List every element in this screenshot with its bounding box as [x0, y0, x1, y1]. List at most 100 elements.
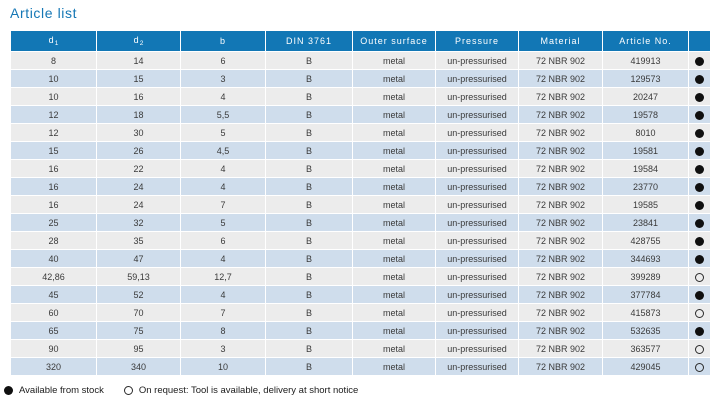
cell-d2: 95 — [96, 339, 181, 358]
cell-din: B — [265, 177, 353, 196]
cell-d1: 60 — [10, 303, 97, 322]
cell-material: 72 NBR 902 — [518, 87, 603, 106]
cell-d2: 15 — [96, 69, 181, 88]
cell-material: 72 NBR 902 — [518, 123, 603, 142]
legend-filled-label: Available from stock — [19, 385, 104, 396]
cell-article_no: 23841 — [602, 213, 689, 232]
cell-article_no: 428755 — [602, 231, 689, 250]
column-header-din: DIN 3761 — [265, 30, 353, 52]
cell-pressure: un-pressurised — [435, 69, 519, 88]
cell-stock — [688, 249, 711, 268]
cell-b: 4 — [180, 285, 266, 304]
cell-outer_surface: metal — [352, 267, 436, 286]
filled-circle-icon — [695, 56, 704, 66]
cell-d1: 25 — [10, 213, 97, 232]
cell-material: 72 NBR 902 — [518, 141, 603, 160]
cell-outer_surface: metal — [352, 303, 436, 322]
legend-filled: Available from stock — [4, 385, 104, 396]
cell-article_no: 399289 — [602, 267, 689, 286]
cell-d2: 26 — [96, 141, 181, 160]
cell-article_no: 19584 — [602, 159, 689, 178]
cell-din: B — [265, 321, 353, 340]
legend-open: On request: Tool is available, delivery … — [123, 385, 358, 396]
column-header-outer_surface: Outer surface — [352, 30, 436, 52]
column-header-material: Material — [518, 30, 603, 52]
cell-outer_surface: metal — [352, 321, 436, 340]
cell-din: B — [265, 105, 353, 124]
cell-d1: 12 — [10, 105, 97, 124]
cell-b: 7 — [180, 195, 266, 214]
cell-d1: 65 — [10, 321, 97, 340]
filled-circle-icon — [695, 128, 704, 138]
cell-material: 72 NBR 902 — [518, 213, 603, 232]
cell-stock — [688, 339, 711, 358]
cell-din: B — [265, 159, 353, 178]
cell-stock — [688, 159, 711, 178]
cell-article_no: 415873 — [602, 303, 689, 322]
cell-din: B — [265, 357, 353, 376]
cell-d2: 47 — [96, 249, 181, 268]
cell-din: B — [265, 51, 353, 70]
cell-material: 72 NBR 902 — [518, 357, 603, 376]
cell-b: 4 — [180, 177, 266, 196]
filled-circle-icon — [695, 182, 704, 192]
cell-article_no: 23770 — [602, 177, 689, 196]
page-title: Article list — [10, 5, 78, 21]
cell-din: B — [265, 267, 353, 286]
cell-pressure: un-pressurised — [435, 357, 519, 376]
cell-pressure: un-pressurised — [435, 87, 519, 106]
cell-article_no: 377784 — [602, 285, 689, 304]
cell-outer_surface: metal — [352, 51, 436, 70]
cell-d1: 16 — [10, 159, 97, 178]
cell-article_no: 344693 — [602, 249, 689, 268]
cell-outer_surface: metal — [352, 159, 436, 178]
cell-pressure: un-pressurised — [435, 339, 519, 358]
open-circle-icon — [695, 272, 704, 282]
cell-pressure: un-pressurised — [435, 321, 519, 340]
cell-pressure: un-pressurised — [435, 105, 519, 124]
cell-outer_surface: metal — [352, 285, 436, 304]
cell-stock — [688, 87, 711, 106]
cell-stock — [688, 267, 711, 286]
cell-outer_surface: metal — [352, 231, 436, 250]
cell-d2: 70 — [96, 303, 181, 322]
cell-d2: 59,13 — [96, 267, 181, 286]
cell-material: 72 NBR 902 — [518, 195, 603, 214]
cell-material: 72 NBR 902 — [518, 159, 603, 178]
cell-din: B — [265, 141, 353, 160]
column-header-d2: d2 — [96, 30, 181, 52]
cell-d1: 45 — [10, 285, 97, 304]
cell-pressure: un-pressurised — [435, 249, 519, 268]
filled-circle-icon — [4, 386, 13, 395]
cell-d1: 15 — [10, 141, 97, 160]
column-header-article_no: Article No. — [602, 30, 689, 52]
cell-b: 12,7 — [180, 267, 266, 286]
filled-circle-icon — [695, 146, 704, 156]
cell-din: B — [265, 249, 353, 268]
cell-b: 5 — [180, 123, 266, 142]
filled-circle-icon — [695, 254, 704, 264]
cell-d2: 16 — [96, 87, 181, 106]
cell-b: 4 — [180, 249, 266, 268]
cell-d1: 28 — [10, 231, 97, 250]
cell-article_no: 19581 — [602, 141, 689, 160]
cell-material: 72 NBR 902 — [518, 51, 603, 70]
cell-outer_surface: metal — [352, 357, 436, 376]
cell-d2: 340 — [96, 357, 181, 376]
cell-din: B — [265, 87, 353, 106]
cell-article_no: 8010 — [602, 123, 689, 142]
cell-stock — [688, 141, 711, 160]
cell-stock — [688, 231, 711, 250]
cell-article_no: 429045 — [602, 357, 689, 376]
cell-d2: 14 — [96, 51, 181, 70]
cell-stock — [688, 321, 711, 340]
